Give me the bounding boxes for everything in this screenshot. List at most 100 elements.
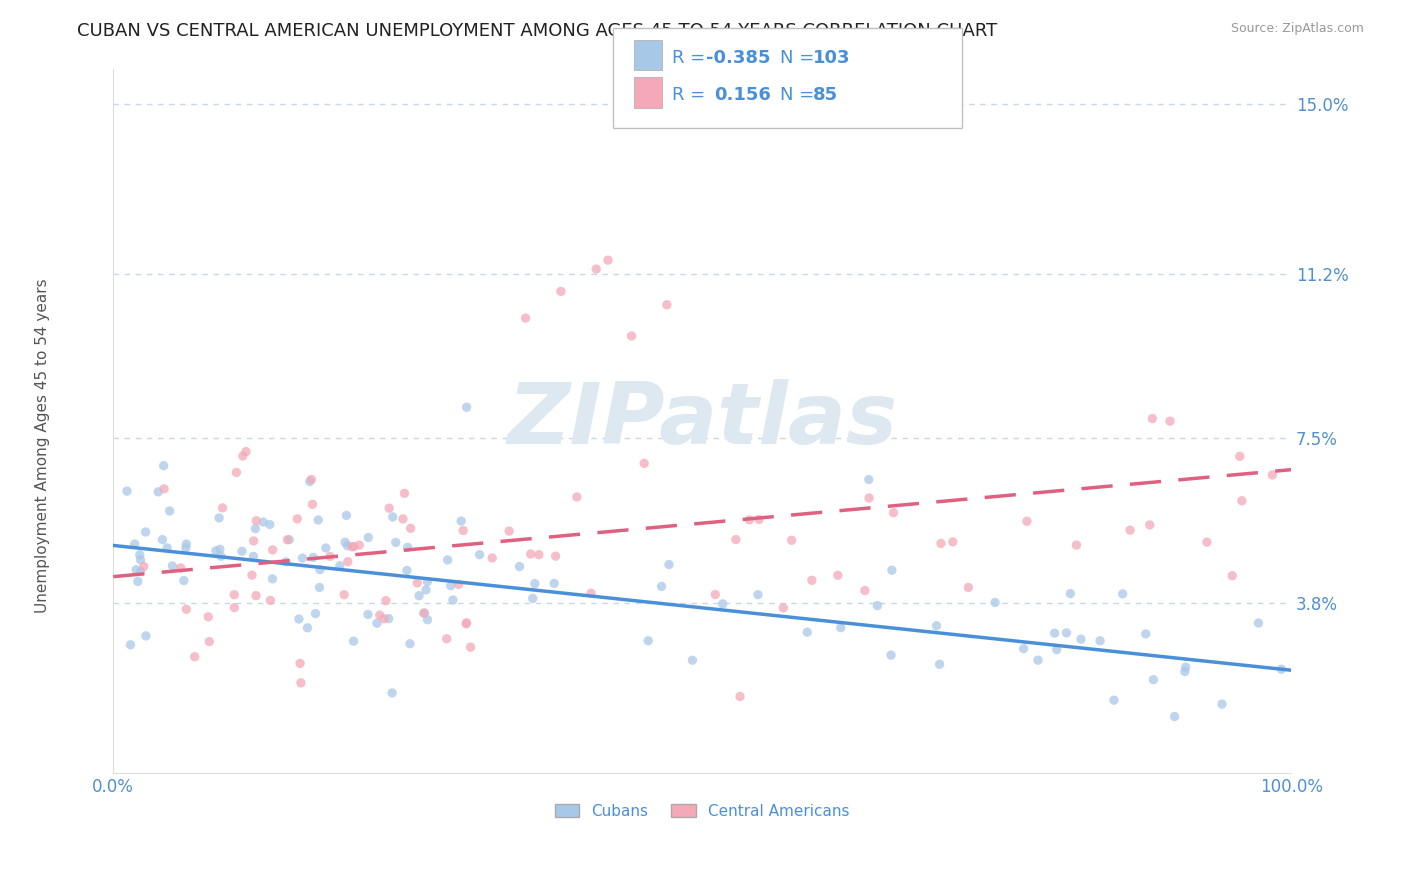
Point (115, 484, 138, 499)
Point (1163, 709, 1185, 723)
Point (335, 508, 357, 523)
Point (481, 551, 503, 566)
Point (377, 611, 399, 625)
Point (565, 490, 588, 504)
Point (252, 515, 274, 529)
Point (302, 550, 325, 565)
Point (242, 533, 264, 548)
Point (866, 599, 889, 613)
Point (596, 253, 619, 268)
Point (523, 576, 546, 591)
Text: R =: R = (672, 87, 711, 104)
Point (416, 574, 439, 589)
Point (170, 561, 193, 575)
Point (135, 524, 157, 539)
Point (128, 548, 150, 562)
Point (297, 621, 319, 635)
Point (349, 538, 371, 552)
Text: 0.156: 0.156 (714, 87, 770, 104)
Point (460, 640, 482, 655)
Point (796, 625, 818, 640)
Point (129, 565, 152, 579)
Point (343, 540, 366, 554)
Point (1142, 673, 1164, 687)
Point (162, 558, 184, 573)
Point (245, 522, 267, 536)
Point (1174, 665, 1197, 679)
Point (440, 579, 463, 593)
Point (942, 534, 965, 549)
Point (1211, 697, 1233, 711)
Point (882, 506, 904, 520)
Point (1261, 467, 1284, 482)
Point (276, 533, 298, 547)
Point (336, 539, 359, 553)
Point (704, 587, 727, 601)
Point (637, 633, 659, 648)
Point (301, 497, 323, 511)
Point (406, 575, 429, 590)
Point (522, 591, 544, 606)
Point (451, 524, 474, 538)
Point (515, 311, 537, 326)
Point (152, 458, 174, 473)
Point (399, 521, 422, 535)
Point (373, 612, 395, 626)
Point (333, 535, 356, 549)
Text: Source: ZipAtlas.com: Source: ZipAtlas.com (1230, 22, 1364, 36)
Point (780, 533, 803, 548)
Point (120, 638, 142, 652)
Point (394, 486, 416, 500)
Point (1102, 693, 1125, 707)
Point (1195, 535, 1218, 549)
Point (259, 593, 281, 607)
Point (544, 549, 567, 563)
Point (290, 676, 312, 690)
Text: R =: R = (672, 49, 711, 67)
Point (456, 615, 478, 630)
Point (1088, 633, 1111, 648)
Point (288, 657, 311, 671)
Point (1012, 641, 1035, 656)
Point (274, 555, 297, 569)
Point (198, 634, 221, 648)
Point (204, 543, 226, 558)
Point (174, 541, 197, 555)
Point (738, 513, 761, 527)
Point (132, 559, 155, 574)
Point (148, 484, 170, 499)
Point (156, 541, 179, 555)
Point (655, 298, 678, 312)
Point (245, 514, 267, 528)
Point (384, 535, 406, 549)
Point (1026, 653, 1049, 667)
Point (208, 511, 231, 525)
Point (375, 593, 398, 607)
Point (342, 634, 364, 648)
Point (336, 555, 359, 569)
Point (550, 285, 572, 299)
Point (1043, 626, 1066, 640)
Point (519, 547, 541, 561)
Point (711, 597, 734, 611)
Point (1230, 493, 1253, 508)
Text: -0.385: -0.385 (706, 49, 770, 67)
Point (651, 579, 673, 593)
Point (399, 637, 422, 651)
Point (1174, 660, 1197, 674)
Point (1159, 414, 1181, 428)
Point (319, 549, 342, 564)
Point (1066, 538, 1088, 552)
Point (298, 475, 321, 489)
Point (800, 574, 823, 588)
Point (772, 600, 794, 615)
Text: ZIPatlas: ZIPatlas (508, 379, 897, 462)
Point (1054, 625, 1077, 640)
Point (853, 583, 876, 598)
Point (1135, 627, 1157, 641)
Point (450, 514, 472, 528)
Point (299, 472, 322, 486)
Point (1142, 411, 1164, 425)
Point (509, 559, 531, 574)
Point (468, 548, 491, 562)
